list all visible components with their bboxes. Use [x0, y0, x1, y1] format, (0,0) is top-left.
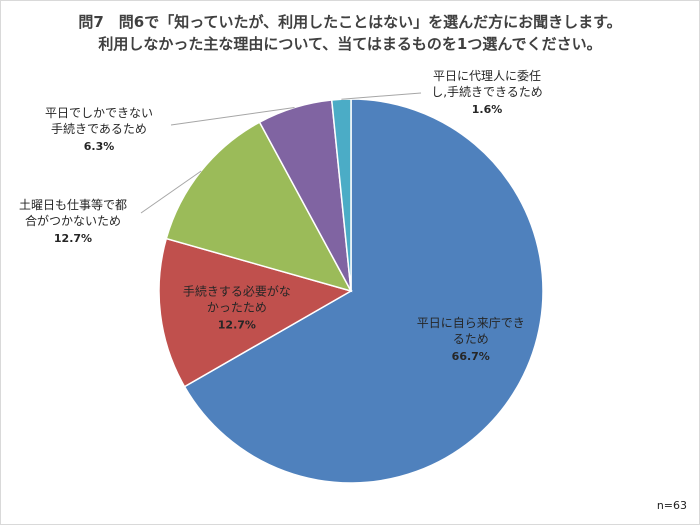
slice-label-3: 土曜日も仕事等で都合がつかないため 12.7% — [19, 198, 127, 245]
slice-label-4: 平日でしかできない手続きであるため 6.3% — [45, 106, 153, 153]
sample-size-note: n=63 — [656, 499, 687, 512]
pie-labels: 平日に自ら来庁できるため 66.7% 手続きする必要がなかったため 12.7% 土曜日も… — [19, 69, 543, 363]
leader-line-4 — [170, 107, 295, 126]
leader-line-3 — [140, 170, 202, 214]
slice-label-5: 平日に代理人に委任し,手続きできるため 1.6% — [431, 69, 543, 116]
pie-slice-5 — [330, 98, 352, 292]
pie-slice-2 — [158, 237, 353, 388]
slice-label-2: 手続きする必要がなかったため 12.7% — [183, 284, 291, 332]
pie-slice-1 — [183, 98, 544, 484]
chart-title-line-2: 利用しなかった主な理由について、当てはまるものを1つ選んでください。 — [98, 35, 602, 53]
pie-slices — [158, 98, 544, 484]
slice-label-1: 平日に自ら来庁できるため 66.7% — [417, 316, 525, 363]
leader-line-5 — [341, 92, 422, 100]
chart-title-line-1: 問7 問6で「知っていたが、利用したことはない」を選んだ方にお聞きします。 — [78, 13, 622, 31]
